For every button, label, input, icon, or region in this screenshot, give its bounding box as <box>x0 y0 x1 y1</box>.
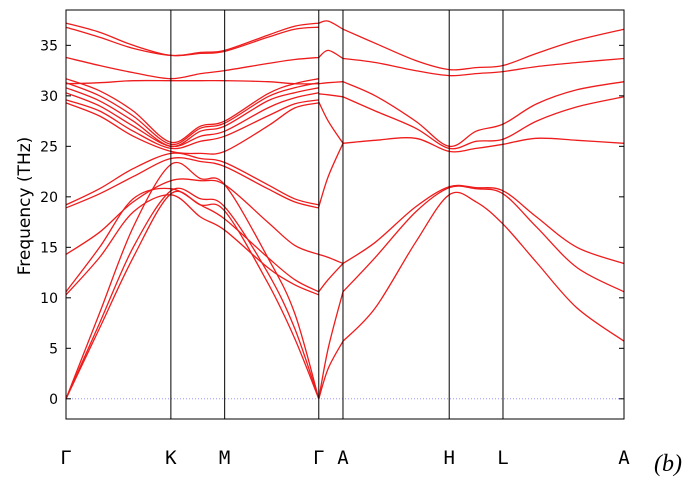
band-line-28 <box>318 20 344 30</box>
band-line-10 <box>65 99 319 150</box>
y-tick-label-5: 20 <box>40 190 58 206</box>
kpoint-label-4: Γ <box>313 447 324 469</box>
kpoint-label-6: H <box>443 447 454 469</box>
kpoint-lines-layer <box>170 10 504 419</box>
band-line-4 <box>65 194 320 296</box>
y-tick-label-8: 35 <box>40 38 58 54</box>
band-line-16 <box>65 56 319 80</box>
y-tick-label-3: 10 <box>40 291 58 307</box>
y-tick-label-6: 25 <box>40 139 58 155</box>
kpoint-label-3: M <box>219 447 230 469</box>
band-line-15 <box>65 79 319 85</box>
band-line-6 <box>65 178 320 256</box>
kpoint-label-8: A <box>618 447 630 469</box>
y-tick-label-7: 30 <box>40 89 58 105</box>
band-line-31 <box>342 184 625 265</box>
y-tick-label-2: 5 <box>49 341 58 357</box>
band-line-9 <box>65 102 319 155</box>
band-line-19 <box>318 340 344 399</box>
kpoint-label-1: Γ <box>60 447 71 469</box>
band-line-17 <box>65 26 319 57</box>
band-line-14 <box>65 78 319 144</box>
kpoint-label-7: L <box>497 447 508 469</box>
y-tick-label-1: 0 <box>49 392 58 408</box>
band-line-7 <box>65 157 319 209</box>
band-line-18 <box>65 22 319 57</box>
band-line-32 <box>342 137 625 153</box>
band-line-27 <box>318 49 344 60</box>
band-line-25 <box>318 93 344 98</box>
kpoint-label-5: A <box>337 447 349 469</box>
band-line-13 <box>65 82 319 145</box>
y-ticks-layer: 0 5 10 15 20 25 30 35 <box>40 38 624 408</box>
band-line-22 <box>318 253 344 265</box>
band-line-30 <box>342 185 625 293</box>
band-line-2 <box>65 187 320 400</box>
band-line-12 <box>65 87 319 147</box>
band-line-33 <box>342 96 625 150</box>
band-line-5 <box>65 187 320 293</box>
band-line-21 <box>318 263 344 293</box>
band-line-26 <box>318 81 344 85</box>
kpoint-label-2: K <box>165 447 177 469</box>
y-axis-label: Frequency (THz) <box>15 137 35 276</box>
band-line-35 <box>342 57 625 77</box>
y-tick-label-4: 15 <box>40 240 58 256</box>
band-line-8 <box>65 152 319 206</box>
band-line-29 <box>342 191 625 342</box>
band-line-36 <box>342 28 625 71</box>
band-line-23 <box>318 143 344 208</box>
series-layer <box>65 20 625 400</box>
band-line-11 <box>65 92 319 148</box>
band-line-20 <box>318 291 344 399</box>
panel-label: (b) <box>654 451 682 477</box>
band-line-3 <box>65 161 320 400</box>
band-line-34 <box>342 81 625 147</box>
band-line-24 <box>318 101 344 144</box>
plot-frame <box>65 9 625 420</box>
